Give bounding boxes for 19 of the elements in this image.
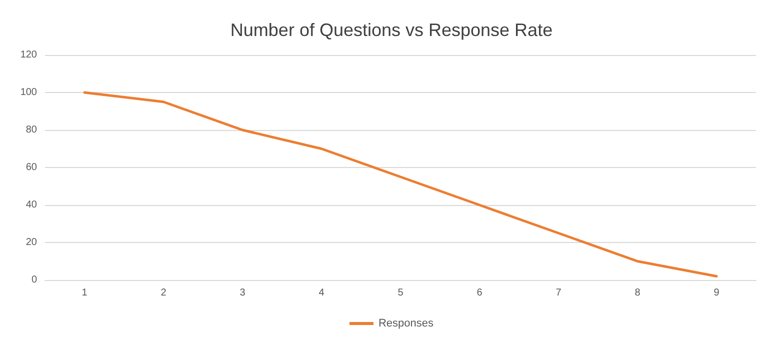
x-tick-label: 1	[82, 288, 88, 298]
chart-title: Number of Questions vs Response Rate	[230, 20, 553, 40]
x-tick-label: 9	[714, 288, 720, 298]
y-tick-label: 20	[26, 237, 38, 248]
line-series	[83, 91, 718, 278]
x-tick-label: 7	[556, 288, 562, 298]
x-tick-label: 8	[634, 288, 641, 298]
y-tick-label: 40	[26, 200, 38, 210]
x-tick-label: 6	[476, 288, 483, 298]
legend-label: Responses	[378, 318, 434, 330]
x-tick-label: 5	[398, 288, 404, 298]
x-tick-label: 2	[160, 288, 167, 298]
y-tick-label: 120	[20, 50, 38, 60]
x-tick-label: 3	[240, 288, 246, 298]
y-tick-label: 60	[26, 162, 38, 173]
y-tick-label: 100	[20, 87, 38, 98]
x-tick-label: 4	[318, 288, 325, 298]
y-tick-label: 80	[26, 124, 38, 136]
y-tick-label: 0	[31, 274, 38, 286]
